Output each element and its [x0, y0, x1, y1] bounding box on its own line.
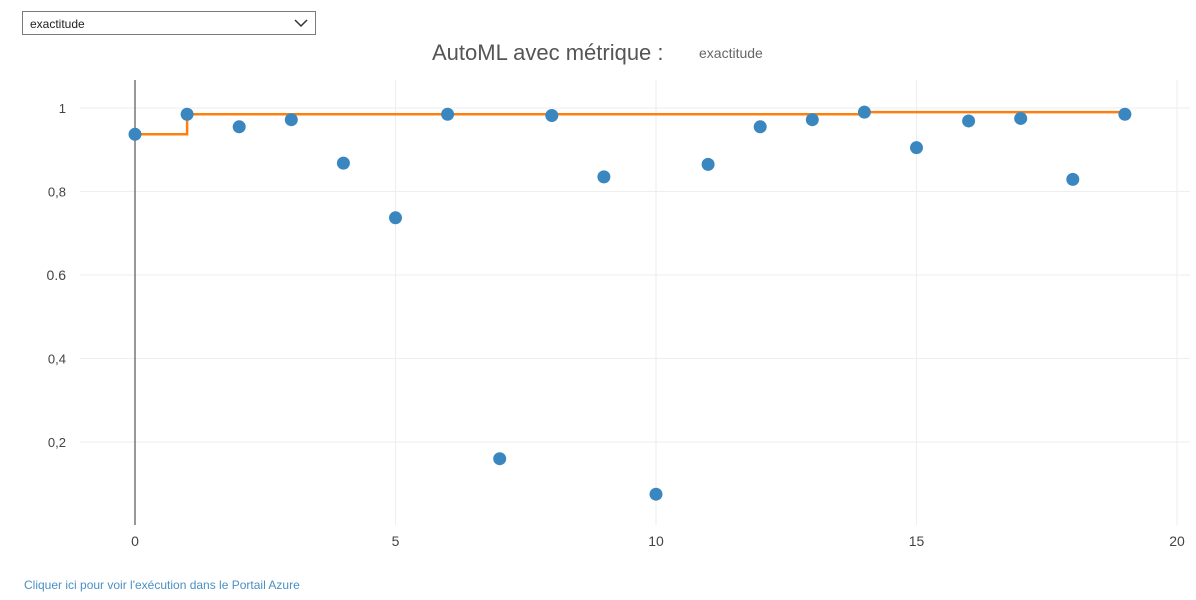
- x-tick-label: 0: [131, 533, 139, 549]
- data-point[interactable]: [701, 157, 715, 171]
- x-tick-label: 15: [909, 533, 925, 549]
- data-point[interactable]: [753, 120, 767, 134]
- data-point[interactable]: [649, 487, 663, 501]
- best-line-layer: [135, 110, 1125, 136]
- x-tick-label: 10: [648, 533, 664, 549]
- y-tick-label: 0.6: [47, 267, 67, 283]
- data-point[interactable]: [597, 170, 611, 184]
- y-tick-label: 1: [59, 101, 66, 116]
- data-point[interactable]: [232, 120, 246, 134]
- data-point[interactable]: [284, 113, 298, 127]
- data-point[interactable]: [180, 107, 194, 121]
- y-tick-label: 0,4: [48, 352, 66, 367]
- data-point[interactable]: [1014, 111, 1028, 125]
- data-point[interactable]: [857, 105, 871, 119]
- x-tick-label: 5: [392, 533, 400, 549]
- data-point[interactable]: [336, 156, 350, 170]
- metric-select-value: exactitude: [30, 17, 85, 31]
- data-point[interactable]: [1066, 172, 1080, 186]
- data-point[interactable]: [441, 107, 455, 121]
- azure-portal-link[interactable]: Cliquer ici pour voir l'exécution dans l…: [24, 578, 300, 592]
- best-metric-step-line: [135, 110, 1125, 136]
- data-point[interactable]: [493, 452, 507, 466]
- metric-chart: 0,20,40.60,810 5 10 15 20: [47, 80, 1190, 549]
- data-point[interactable]: [962, 114, 976, 128]
- data-point[interactable]: [128, 127, 142, 141]
- y-tick-label: 0,8: [48, 185, 66, 200]
- chart-title-main: AutoML avec métrique :: [432, 40, 664, 65]
- x-tick-label: 20: [1169, 533, 1185, 549]
- data-point[interactable]: [1118, 107, 1132, 121]
- points-layer: [128, 105, 1132, 501]
- y-tick-label: 0,2: [48, 435, 66, 450]
- chevron-down-icon: [294, 19, 308, 28]
- tick-labels-layer: 0,20,40.60,810 5 10 15 20: [47, 101, 1185, 549]
- data-point[interactable]: [910, 141, 923, 155]
- data-point[interactable]: [805, 113, 819, 127]
- metric-select[interactable]: exactitude: [22, 11, 316, 35]
- data-point[interactable]: [389, 211, 402, 225]
- chart-title: AutoML avec métrique : exactitude: [0, 40, 1196, 70]
- data-point[interactable]: [545, 109, 559, 123]
- chart-title-metric: exactitude: [699, 45, 763, 61]
- grid-layer: [80, 80, 1190, 525]
